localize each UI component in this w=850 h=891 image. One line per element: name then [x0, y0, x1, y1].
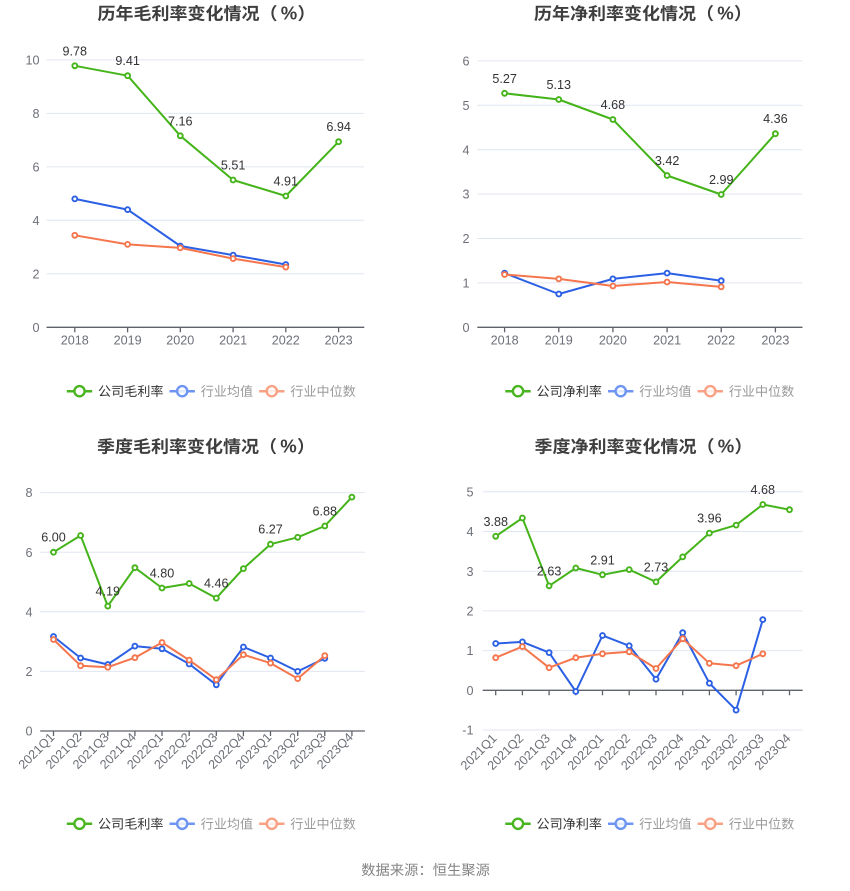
svg-text:2023: 2023 [325, 333, 353, 347]
svg-text:2.63: 2.63 [537, 564, 562, 578]
svg-text:3.96: 3.96 [697, 512, 722, 526]
svg-text:2.99: 2.99 [709, 173, 734, 187]
svg-text:4.91: 4.91 [274, 175, 299, 189]
svg-text:5: 5 [466, 485, 473, 499]
svg-text:2022: 2022 [707, 333, 735, 347]
svg-text:3.42: 3.42 [655, 154, 680, 168]
svg-text:%: % [718, 436, 734, 457]
svg-text:-1: -1 [462, 724, 473, 738]
svg-text:2018: 2018 [61, 333, 89, 347]
svg-text:9.78: 9.78 [63, 44, 88, 58]
svg-text:4: 4 [25, 605, 32, 619]
svg-text:5.13: 5.13 [547, 78, 572, 92]
svg-text:%: % [280, 436, 296, 457]
svg-text:4: 4 [466, 525, 473, 539]
svg-text:5.51: 5.51 [221, 159, 246, 173]
svg-text:2: 2 [25, 665, 32, 679]
svg-text:10: 10 [25, 54, 39, 68]
svg-text:2021: 2021 [653, 333, 681, 347]
svg-text:0: 0 [25, 725, 32, 739]
svg-text:3.88: 3.88 [483, 515, 508, 529]
svg-text:6: 6 [462, 55, 469, 69]
svg-text:7.16: 7.16 [168, 114, 193, 128]
svg-text:5: 5 [462, 99, 469, 113]
svg-text:4.68: 4.68 [601, 98, 626, 112]
svg-text:2.73: 2.73 [644, 560, 669, 574]
svg-text:2: 2 [466, 605, 473, 619]
svg-text:%: % [281, 3, 297, 24]
svg-text:2: 2 [462, 232, 469, 246]
svg-text:%: % [717, 3, 733, 24]
svg-text:8: 8 [25, 486, 32, 500]
svg-text:9.41: 9.41 [115, 54, 140, 68]
svg-text:6.88: 6.88 [313, 505, 338, 519]
svg-text:2019: 2019 [545, 333, 573, 347]
svg-text:0: 0 [32, 321, 39, 335]
svg-text:6.27: 6.27 [258, 523, 283, 537]
svg-text:2.91: 2.91 [590, 553, 615, 567]
svg-text:8: 8 [32, 107, 39, 121]
svg-text:1: 1 [462, 277, 469, 291]
svg-text:6.00: 6.00 [41, 531, 66, 545]
svg-text:4: 4 [32, 214, 39, 228]
svg-text:6: 6 [32, 161, 39, 175]
svg-text:4.80: 4.80 [150, 567, 175, 581]
svg-text:1: 1 [466, 644, 473, 658]
svg-text:2023: 2023 [761, 333, 789, 347]
svg-text:2021: 2021 [219, 333, 247, 347]
svg-text:4.68: 4.68 [751, 483, 776, 497]
svg-text:0: 0 [462, 321, 469, 335]
svg-text:6.94: 6.94 [326, 120, 351, 134]
svg-text:2020: 2020 [166, 333, 194, 347]
svg-text:2022: 2022 [272, 333, 300, 347]
svg-text:5.27: 5.27 [492, 72, 517, 86]
svg-text:3: 3 [466, 565, 473, 579]
svg-text:2: 2 [32, 267, 39, 281]
svg-text:2019: 2019 [114, 333, 142, 347]
svg-text:4.36: 4.36 [763, 112, 788, 126]
svg-text:4.46: 4.46 [204, 577, 229, 591]
svg-text:2018: 2018 [491, 333, 519, 347]
svg-text:4.19: 4.19 [96, 585, 121, 599]
svg-text:0: 0 [466, 684, 473, 698]
svg-text:6: 6 [25, 546, 32, 560]
svg-text:4: 4 [462, 143, 469, 157]
svg-text:2020: 2020 [599, 333, 627, 347]
svg-text:3: 3 [462, 188, 469, 202]
